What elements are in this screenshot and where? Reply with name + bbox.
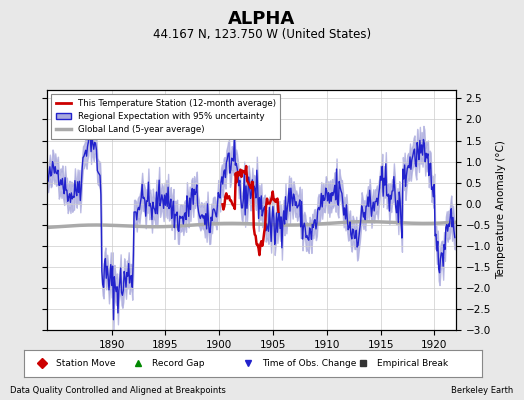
Text: ALPHA: ALPHA	[228, 10, 296, 28]
Text: Empirical Break: Empirical Break	[377, 359, 447, 368]
Text: Berkeley Earth: Berkeley Earth	[451, 386, 514, 395]
Text: Record Gap: Record Gap	[152, 359, 204, 368]
Text: Station Move: Station Move	[56, 359, 115, 368]
Legend: This Temperature Station (12-month average), Regional Expectation with 95% uncer: This Temperature Station (12-month avera…	[51, 94, 280, 138]
Y-axis label: Temperature Anomaly (°C): Temperature Anomaly (°C)	[497, 140, 507, 280]
Text: Data Quality Controlled and Aligned at Breakpoints: Data Quality Controlled and Aligned at B…	[10, 386, 226, 395]
Text: 44.167 N, 123.750 W (United States): 44.167 N, 123.750 W (United States)	[153, 28, 371, 41]
Text: Time of Obs. Change: Time of Obs. Change	[262, 359, 356, 368]
